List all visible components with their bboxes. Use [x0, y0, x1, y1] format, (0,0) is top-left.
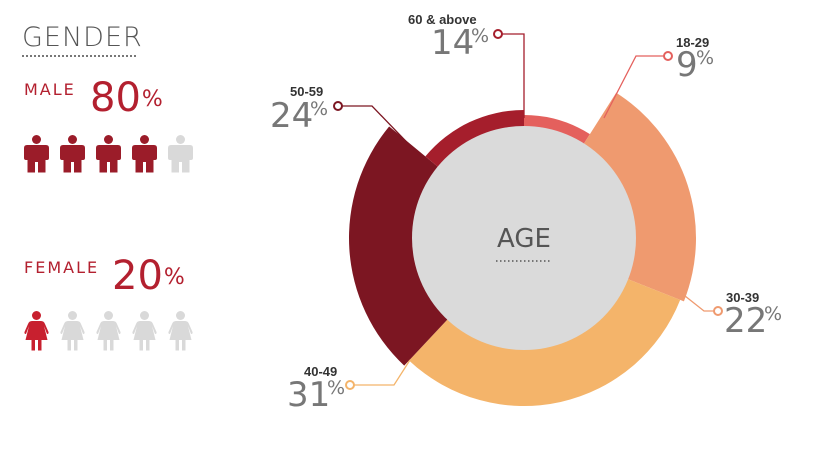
male-percent-sign: % — [141, 87, 163, 112]
male-person-icon-filled — [60, 135, 85, 173]
donut-slice-50-59 — [348, 126, 449, 366]
leader-line — [352, 359, 411, 386]
female-value: 20 — [112, 253, 163, 299]
value-label: 22 — [724, 301, 767, 341]
female-person-icon-empty — [132, 311, 157, 351]
category-label: 40-49 — [304, 364, 337, 379]
percent-sign: % — [764, 303, 782, 325]
category-label: 18-29 — [676, 35, 709, 50]
leader-dot — [713, 306, 723, 316]
male-percentage: 80% — [90, 78, 163, 118]
donut-center — [412, 126, 636, 350]
donut-slice-40-49 — [408, 278, 681, 406]
male-person-icon-filled — [132, 135, 157, 173]
donut-slice-60-above — [425, 110, 524, 168]
male-person-icon-empty — [168, 135, 193, 173]
male-person-icon-filled — [24, 135, 49, 173]
male-person-icon-filled — [96, 135, 121, 173]
category-label: 50-59 — [290, 84, 323, 99]
leader-dot — [493, 29, 503, 39]
female-person-icon-empty — [60, 311, 85, 351]
leader-line — [679, 291, 716, 312]
category-label: 30-39 — [726, 290, 759, 305]
percent-sign: % — [327, 377, 345, 399]
leader-line — [500, 33, 525, 118]
male-label: MALE — [24, 80, 76, 99]
category-label: 60 & above — [408, 12, 477, 27]
female-person-icon-filled — [24, 311, 49, 351]
donut-slice-30-39 — [583, 92, 696, 302]
female-label: FEMALE — [24, 258, 100, 277]
percent-sign: % — [310, 98, 328, 120]
donut-slice-18-29 — [524, 115, 590, 145]
female-icon-row — [24, 311, 204, 351]
female-percentage: 20% — [112, 256, 185, 296]
gender-title: GENDER — [22, 22, 143, 53]
leader-line — [603, 55, 666, 119]
value-label: 24 — [270, 96, 313, 136]
leader-line — [340, 105, 425, 161]
leader-dot — [663, 51, 673, 61]
female-percent-sign: % — [163, 265, 185, 290]
leader-dot — [333, 101, 343, 111]
female-person-icon-empty — [168, 311, 193, 351]
value-label: 31 — [287, 375, 330, 415]
female-person-icon-empty — [96, 311, 121, 351]
value-label: 14 — [431, 23, 474, 63]
percent-sign: % — [696, 47, 714, 69]
value-label: 9 — [676, 45, 698, 85]
male-icon-row — [24, 135, 204, 173]
leader-dot — [345, 380, 355, 390]
gender-title-underline — [22, 55, 136, 57]
male-value: 80 — [90, 75, 141, 121]
center-label: AGE — [497, 224, 551, 254]
percent-sign: % — [471, 25, 489, 47]
